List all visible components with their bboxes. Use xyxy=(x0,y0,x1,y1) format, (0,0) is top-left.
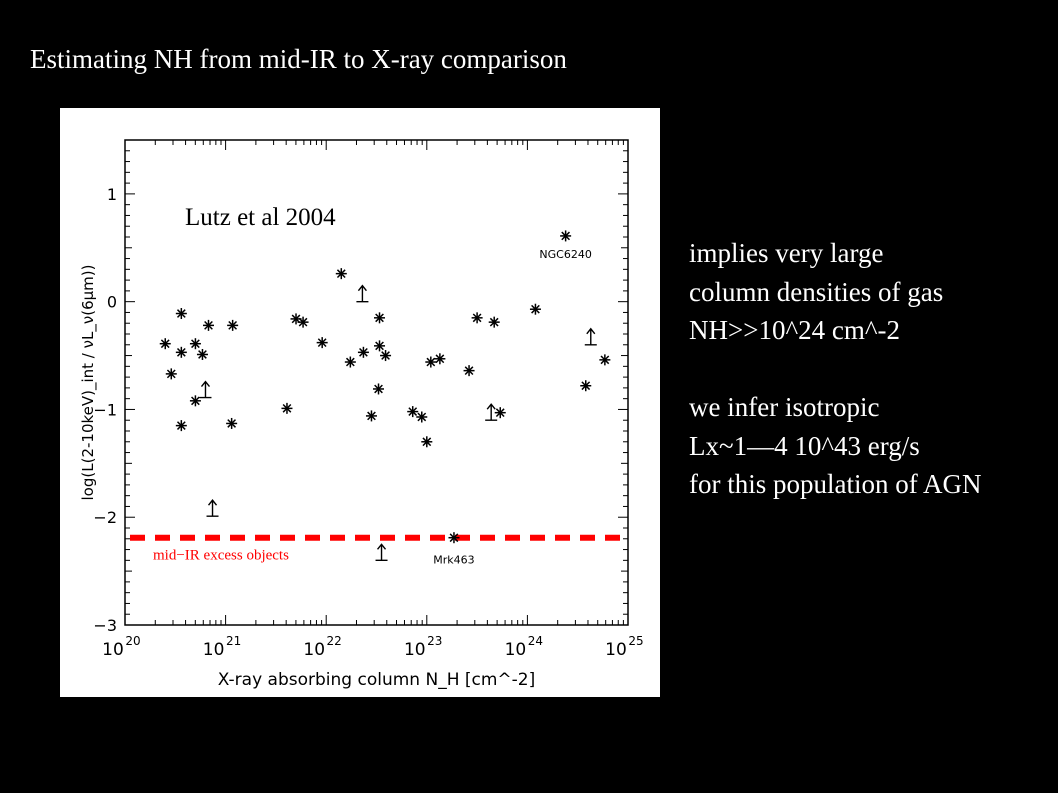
x-tick-exponent: 23 xyxy=(427,634,442,648)
lower-limit-arrow xyxy=(206,499,219,517)
lower-limit-arrow xyxy=(375,543,388,562)
lower-limit-arrow xyxy=(356,284,369,303)
data-point xyxy=(165,368,177,380)
x-tick-exponent: 21 xyxy=(226,634,241,648)
data-point xyxy=(374,312,386,324)
data-point xyxy=(335,268,347,280)
point-label: NGC6240 xyxy=(539,248,591,261)
note-line: Lx~1—4 10^43 erg/s xyxy=(689,430,920,461)
lower-limit-arrow xyxy=(584,327,597,346)
lower-limit-arrow xyxy=(485,403,498,421)
plot-frame xyxy=(124,139,629,626)
data-point xyxy=(416,411,428,423)
slide-notes: implies very large column densities of g… xyxy=(689,234,981,504)
data-point xyxy=(425,356,437,368)
note-line: we infer isotropic xyxy=(689,392,880,422)
data-point xyxy=(227,319,239,331)
data-point xyxy=(344,356,356,368)
data-point xyxy=(226,417,238,429)
lower-limit-arrow xyxy=(199,380,212,399)
data-point xyxy=(189,395,201,407)
x-tick-label: 10 xyxy=(505,640,527,660)
y-tick-label: 0 xyxy=(107,293,117,312)
data-point xyxy=(529,303,541,315)
data-point xyxy=(196,348,208,360)
data-point xyxy=(189,338,201,350)
x-tick-label: 10 xyxy=(102,640,124,660)
data-point xyxy=(599,354,611,366)
chart-panel: 10 20 10 21 10 22 10 23 10 24 10 25 −3 −2 −1 0 1 X-ray ab… xyxy=(60,108,660,697)
data-point xyxy=(580,380,592,392)
data-point xyxy=(380,350,392,362)
data-point xyxy=(281,402,293,414)
data-point xyxy=(407,406,419,418)
x-tick-exponent: 24 xyxy=(528,634,543,648)
data-point xyxy=(471,312,483,324)
chart-annotation: Lutz et al 2004 xyxy=(185,204,336,231)
data-point xyxy=(202,319,214,331)
x-axis-label: X-ray absorbing column N_H [cm^-2] xyxy=(218,670,536,690)
x-tick-label: 10 xyxy=(303,640,325,660)
y-axis-label: log(L(2-10keV)_int / νL_ν(6μm)) xyxy=(79,265,98,501)
note-line: NH>>10^24 cm^-2 xyxy=(689,315,901,345)
data-point xyxy=(175,346,187,358)
point-label: Mrk463 xyxy=(433,554,474,567)
data-point xyxy=(316,337,328,349)
threshold-label: mid−IR excess objects xyxy=(153,548,289,564)
x-tick-exponent: 20 xyxy=(125,634,140,648)
slide-title: Estimating NH from mid-IR to X-ray compa… xyxy=(30,44,567,74)
x-tick-label: 10 xyxy=(203,640,225,660)
y-tick-label: 1 xyxy=(107,185,117,204)
data-point xyxy=(175,308,187,320)
y-tick-label: −3 xyxy=(93,616,117,635)
note-line: column densities of gas xyxy=(689,276,944,307)
data-point xyxy=(357,346,369,358)
data-point xyxy=(488,316,500,328)
data-point xyxy=(297,316,309,328)
data-point xyxy=(560,230,572,242)
data-point xyxy=(175,420,187,432)
data-point xyxy=(434,353,446,365)
data-point xyxy=(159,338,171,350)
data-point xyxy=(494,407,506,419)
data-point xyxy=(448,532,460,544)
data-point xyxy=(373,383,385,395)
x-tick-label: 10 xyxy=(605,640,627,660)
x-tick-exponent: 22 xyxy=(327,634,342,648)
y-tick-label: −2 xyxy=(93,508,117,527)
x-tick-exponent: 25 xyxy=(628,634,643,648)
y-tick-label: −1 xyxy=(93,400,117,419)
note-line: for this population of AGN xyxy=(689,469,982,499)
data-point xyxy=(365,410,377,422)
data-point xyxy=(463,365,475,377)
note-line xyxy=(689,350,981,389)
data-point xyxy=(374,340,386,352)
x-tick-label: 10 xyxy=(404,640,426,660)
note-line: implies very large xyxy=(689,238,884,268)
data-point xyxy=(421,436,433,448)
